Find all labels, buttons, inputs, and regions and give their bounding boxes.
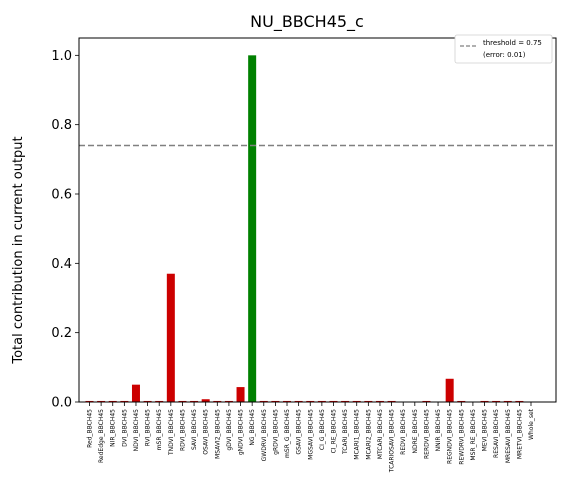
x-tick-label: MRETVI_BBCH45 <box>516 409 523 459</box>
x-tick-label: MGSAVI_BBCH45 <box>307 409 314 460</box>
plot-frame <box>78 37 557 403</box>
y-tick-label: 0.4 <box>51 257 72 272</box>
bar-RESAVI_BBCH45 <box>492 400 501 402</box>
bar-TCARI_BBCH45 <box>341 400 350 402</box>
bar-MEVI_BBCH45 <box>480 400 489 402</box>
bar-NIR_BBCH45 <box>108 400 117 402</box>
legend-label: threshold = 0.75 <box>483 39 542 47</box>
bar-DVI_BBCH45 <box>120 400 129 402</box>
x-tick-label: gRDVI_BBCH45 <box>272 409 279 455</box>
bar-REGNDVI_BBCH45 <box>445 378 454 402</box>
x-tick-label: NNIR_BBCH45 <box>435 409 442 452</box>
y-ticks-group: 0.0 0.2 0.4 0.6 0.8 1.0 <box>51 49 79 411</box>
x-tick-label: NG_BBCH45 <box>249 409 256 446</box>
bar-SAVI_BBCH45 <box>190 400 199 402</box>
x-tick-label: MEVI_BBCH45 <box>482 409 489 451</box>
bar-MSAVI2_BBCH45 <box>213 400 222 402</box>
x-tick-label: MTCARI_BBCH45 <box>377 409 384 459</box>
x-tick-label: REGNDVI_BBCH45 <box>447 409 454 464</box>
x-tick-label: Whole_set <box>528 408 535 440</box>
x-tick-label: NDVI_BBCH45 <box>133 409 140 452</box>
bar-Red_BBCH45 <box>85 400 94 402</box>
x-tick-label: SAVI_BBCH45 <box>191 409 198 450</box>
y-axis-label: Total contribution in current output <box>11 136 26 364</box>
x-tick-label: MCARI1_BBCH45 <box>354 409 361 460</box>
bar-MCARI2_BBCH45 <box>364 400 373 402</box>
bar-gDVI_BBCH45 <box>224 400 233 402</box>
bar-OSAVI_BBCH45 <box>201 399 210 402</box>
bar-RVI_BBCH45 <box>143 400 152 402</box>
y-tick-label: 0.6 <box>51 188 72 203</box>
y-tick-label: 0.8 <box>51 118 72 133</box>
bar-MCARI1_BBCH45 <box>352 400 361 402</box>
x-tick-label: NDRE_BBCH45 <box>412 409 419 454</box>
legend-sublabel: (error: 0.01) <box>483 51 526 59</box>
x-tick-label: mSR_BBCH45 <box>156 409 163 450</box>
x-tick-label: CI_RE_BBCH45 <box>330 409 337 454</box>
x-tick-label: mSR_G_BBCH45 <box>284 409 291 458</box>
x-tick-label: RERDVI_BBCH45 <box>423 409 430 459</box>
y-tick-label: 0.0 <box>51 396 72 411</box>
x-tick-label: gDVI_BBCH45 <box>226 409 233 451</box>
x-tick-label: GWDRVI_BBCH45 <box>261 409 268 462</box>
x-ticks-group: Red_BBCH45 RedEdge_BBCH45 NIR_BBCH45 DVI_BB… <box>87 402 535 473</box>
x-tick-label: TCARI_BBCH45 <box>342 409 349 455</box>
x-tick-label: OSAVI_BBCH45 <box>203 409 210 455</box>
bar-GSAVI_BBCH45 <box>294 400 303 402</box>
x-tick-label: MCARI2_BBCH45 <box>365 409 372 460</box>
bar-MGSAVI_BBCH45 <box>306 400 315 402</box>
legend: threshold = 0.75 (error: 0.01) <box>454 34 553 64</box>
bar-MRETVI_BBCH45 <box>515 400 524 402</box>
bar-CI_G_BBCH45 <box>317 400 326 402</box>
bar-RedEdge_BBCH45 <box>97 400 106 402</box>
bar-MRESAVI_BBCH45 <box>503 400 512 402</box>
legend-box <box>454 34 553 64</box>
bar-RERDVI_BBCH45 <box>422 400 431 402</box>
bar-gNDVI_BBCH45 <box>236 387 245 402</box>
bar-NDVI_BBCH45 <box>131 384 140 402</box>
x-tick-label: DVI_BBCH45 <box>121 409 128 447</box>
x-tick-label: TNDVI_BBCH45 <box>168 409 175 456</box>
x-tick-label: MRESAVI_BBCH45 <box>505 409 512 463</box>
x-tick-label: RESAVI_BBCH45 <box>493 409 500 458</box>
bar-REWDRVI_BBCH45 <box>457 400 466 402</box>
x-tick-label: REWDRVI_BBCH45 <box>458 409 465 465</box>
x-tick-label: CI_G_BBCH45 <box>319 409 326 450</box>
x-tick-label: RedEdge_BBCH45 <box>98 409 105 463</box>
chart-title: NU_BBCH45_c <box>250 12 364 32</box>
bar-NG_BBCH45 <box>248 55 257 402</box>
x-tick-label: gNDVI_BBCH45 <box>238 409 245 455</box>
x-tick-label: Red_BBCH45 <box>87 409 94 448</box>
x-tick-label: MSR_RE_BBCH45 <box>470 409 477 461</box>
bar-TNDVI_BBCH45 <box>166 273 175 402</box>
x-tick-label: REDVI_BBCH45 <box>400 409 407 455</box>
y-tick-label: 0.2 <box>51 326 72 341</box>
bars-group <box>85 55 524 402</box>
bar-mSR_BBCH45 <box>155 400 164 402</box>
x-tick-label: TCARIOSAVI_BBCH45 <box>389 409 396 473</box>
bar-GWDRVI_BBCH45 <box>259 400 268 402</box>
x-tick-label: MSAVI2_BBCH45 <box>214 409 221 459</box>
bar-RDVI_BBCH45 <box>178 400 187 402</box>
y-tick-label: 1.0 <box>51 49 72 64</box>
x-tick-label: GSAVI_BBCH45 <box>296 409 303 455</box>
x-tick-label: NIR_BBCH45 <box>110 409 117 447</box>
x-tick-label: RDVI_BBCH45 <box>179 409 186 451</box>
bar-CI_RE_BBCH45 <box>329 400 338 402</box>
bar-mSR_G_BBCH45 <box>283 400 292 402</box>
bar-MTCARI_BBCH45 <box>375 400 384 402</box>
bar-gRDVI_BBCH45 <box>271 400 280 402</box>
x-tick-label: RVI_BBCH45 <box>145 409 152 446</box>
bar-TCARIOSAVI_BBCH45 <box>387 400 396 402</box>
